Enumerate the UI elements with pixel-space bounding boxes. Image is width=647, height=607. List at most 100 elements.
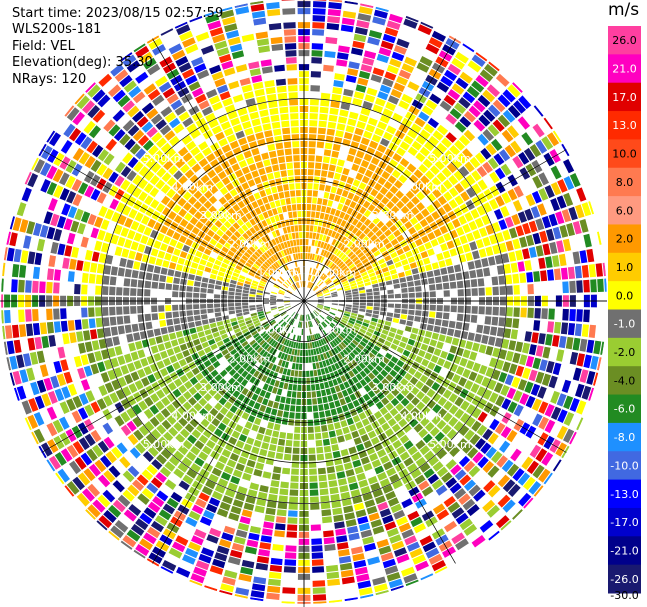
velocity-cell xyxy=(407,445,418,456)
velocity-cell xyxy=(319,481,328,489)
velocity-cell xyxy=(197,245,206,253)
velocity-cell xyxy=(386,210,395,219)
velocity-cell xyxy=(326,571,340,579)
velocity-cell xyxy=(317,305,324,308)
velocity-cell xyxy=(250,235,257,243)
velocity-cell xyxy=(219,91,231,101)
velocity-cell xyxy=(376,53,390,64)
velocity-cell xyxy=(479,520,494,533)
velocity-cell xyxy=(161,172,172,183)
velocity-cell xyxy=(340,219,347,227)
velocity-cell xyxy=(248,453,258,461)
velocity-cell xyxy=(251,393,259,401)
velocity-cell xyxy=(232,213,240,221)
velocity-cell xyxy=(91,340,100,351)
velocity-cell xyxy=(364,499,376,508)
velocity-cell xyxy=(144,305,151,313)
velocity-cell xyxy=(53,360,63,374)
velocity-cell xyxy=(535,371,545,384)
velocity-cell xyxy=(162,334,170,342)
velocity-cell xyxy=(413,523,427,534)
velocity-cell xyxy=(441,137,452,148)
velocity-cell xyxy=(229,334,237,341)
velocity-cell xyxy=(346,260,353,267)
velocity-cell xyxy=(54,136,67,150)
velocity-cell xyxy=(281,257,286,264)
velocity-cell xyxy=(447,328,455,337)
velocity-cell xyxy=(482,389,493,400)
velocity-cell xyxy=(468,371,478,382)
velocity-cell xyxy=(386,572,401,582)
velocity-cell xyxy=(334,194,341,202)
range-ring-label: 3.00km xyxy=(200,381,242,394)
velocity-cell xyxy=(218,196,227,205)
velocity-cell xyxy=(260,59,272,67)
velocity-cell xyxy=(475,52,488,62)
velocity-cell xyxy=(437,235,446,245)
velocity-cell xyxy=(308,447,316,454)
velocity-cell xyxy=(214,484,226,494)
velocity-cell xyxy=(323,308,330,312)
velocity-cell xyxy=(187,280,194,286)
velocity-cell xyxy=(305,321,308,328)
velocity-cell xyxy=(193,528,207,539)
velocity-cell xyxy=(305,314,308,321)
velocity-cell xyxy=(69,332,77,344)
velocity-cell xyxy=(98,338,107,349)
velocity-cell xyxy=(299,246,303,253)
velocity-cell xyxy=(277,335,282,342)
velocity-cell xyxy=(183,391,192,400)
velocity-cell xyxy=(212,233,221,242)
velocity-cell xyxy=(431,177,442,187)
velocity-cell xyxy=(270,303,277,306)
velocity-cell xyxy=(499,440,511,453)
velocity-cell xyxy=(345,294,352,298)
velocity-cell xyxy=(254,505,265,514)
velocity-cell xyxy=(479,69,494,82)
velocity-cell xyxy=(472,451,484,464)
velocity-cell xyxy=(214,374,223,382)
velocity-cell xyxy=(389,369,398,378)
colorbar-segment xyxy=(608,564,641,594)
velocity-cell xyxy=(238,159,248,168)
velocity-cell xyxy=(173,450,184,461)
velocity-cell xyxy=(416,62,430,73)
velocity-cell xyxy=(504,444,516,458)
velocity-cell xyxy=(185,355,193,364)
colorbar-segment xyxy=(608,54,641,84)
velocity-cell xyxy=(272,164,280,172)
velocity-cell xyxy=(458,45,473,58)
velocity-cell xyxy=(166,245,175,254)
velocity-cell xyxy=(390,251,398,259)
velocity-cell xyxy=(333,330,339,336)
velocity-cell xyxy=(493,153,505,166)
velocity-cell xyxy=(158,305,165,312)
velocity-cell xyxy=(84,155,96,169)
velocity-cell xyxy=(272,430,280,438)
velocity-cell xyxy=(519,393,529,406)
velocity-cell xyxy=(173,170,183,180)
velocity-cell xyxy=(465,416,476,428)
velocity-cell xyxy=(279,276,285,282)
velocity-cell xyxy=(156,490,169,502)
velocity-cell xyxy=(273,263,279,269)
velocity-cell xyxy=(273,57,285,65)
velocity-cell xyxy=(200,304,207,309)
velocity-cell xyxy=(532,123,545,138)
velocity-cell xyxy=(419,129,431,140)
velocity-cell xyxy=(134,380,144,390)
velocity-cell xyxy=(179,291,186,298)
velocity-cell xyxy=(541,136,554,150)
velocity-cell xyxy=(394,180,403,189)
velocity-cell xyxy=(243,343,251,351)
velocity-cell xyxy=(295,313,299,320)
velocity-cell xyxy=(483,267,491,277)
velocity-cell xyxy=(421,105,434,116)
velocity-cell xyxy=(2,325,6,340)
velocity-cell xyxy=(313,348,317,355)
velocity-cell xyxy=(56,215,67,229)
velocity-cell xyxy=(296,356,300,363)
velocity-cell xyxy=(381,422,391,432)
velocity-cell xyxy=(198,451,209,461)
velocity-cell xyxy=(363,384,372,393)
